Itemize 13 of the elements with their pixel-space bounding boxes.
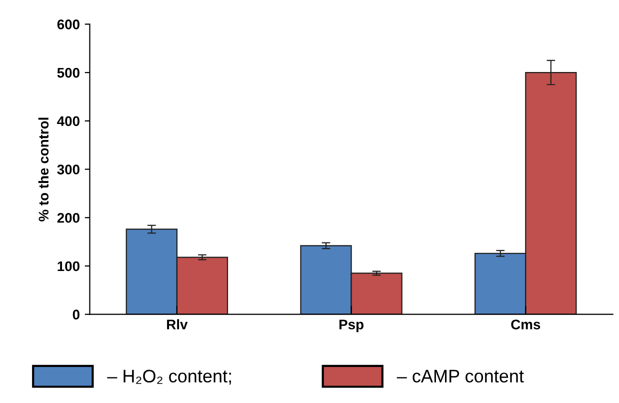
x-tick-label: Psp — [339, 320, 364, 332]
legend-label: – H₂O₂ content; — [107, 370, 231, 385]
legend-label: – cAMP content — [396, 370, 524, 383]
y-tick-label: 100 — [58, 261, 80, 272]
y-tick-label: 400 — [57, 116, 80, 126]
y-tick-label: 300 — [57, 164, 80, 174]
x-tick-label: Rlv — [167, 319, 188, 330]
x-tick-label: Cms — [511, 320, 540, 330]
y-tick-label: 600 — [57, 20, 80, 30]
y-tick-label: 200 — [57, 212, 80, 223]
y-tick-label: 0 — [72, 310, 80, 320]
y-axis-title: % to the control — [38, 118, 49, 222]
y-tick-label: 500 — [57, 68, 80, 78]
